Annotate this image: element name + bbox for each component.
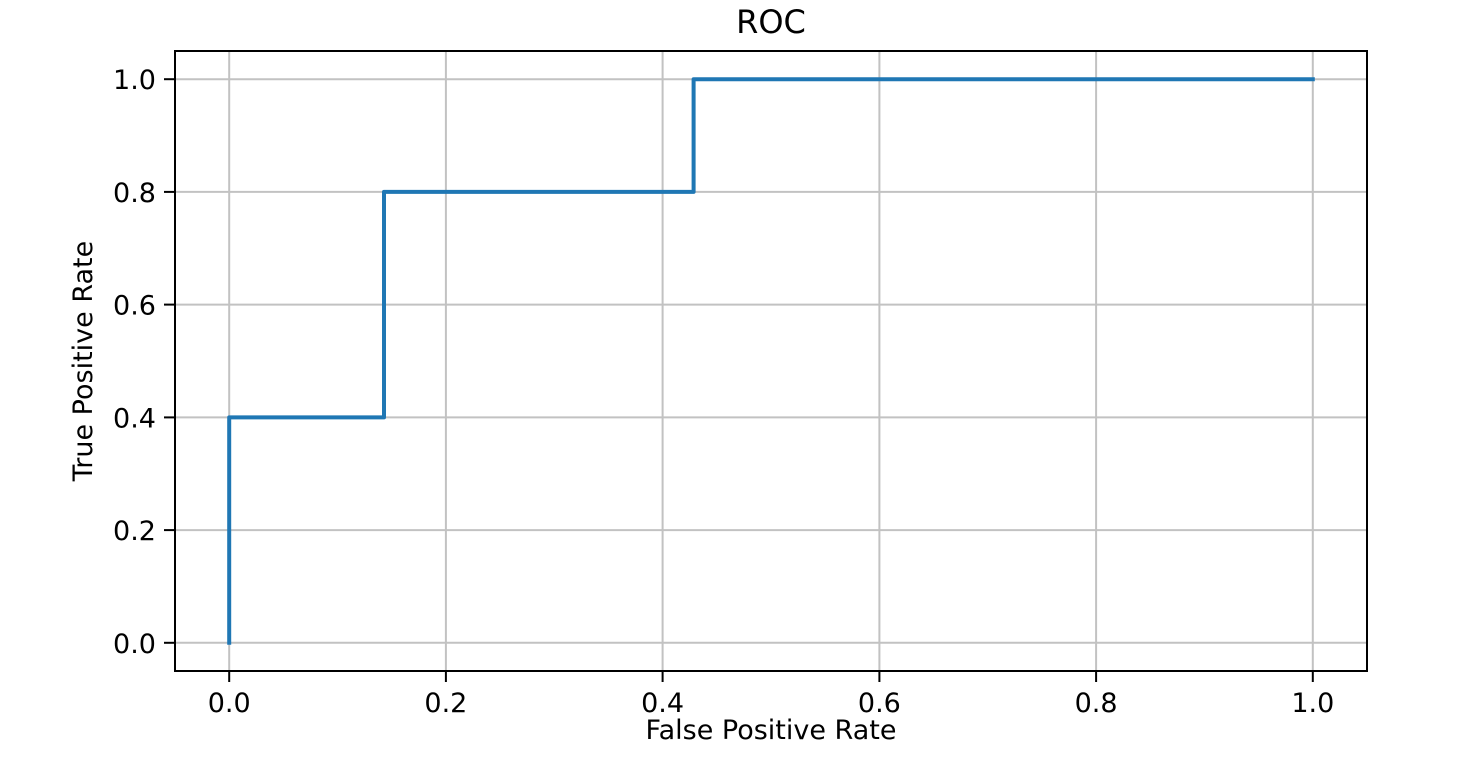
plot-frame [174, 50, 1368, 672]
y-tick-label: 0.6 [113, 291, 156, 322]
y-tick-label: 0.0 [113, 629, 156, 660]
y-tick-label: 0.8 [113, 178, 156, 209]
y-tick-label: 0.4 [113, 403, 156, 434]
x-tick-label: 0.2 [424, 688, 467, 719]
x-axis-label: False Positive Rate [645, 715, 897, 746]
x-tick-label: 0.4 [641, 688, 684, 719]
x-tick-label: 0.0 [208, 688, 251, 719]
x-tick-label: 0.6 [858, 688, 901, 719]
y-tick-label: 1.0 [113, 65, 156, 96]
x-tick-label: 0.8 [1075, 688, 1118, 719]
y-tick-label: 0.2 [113, 516, 156, 547]
roc-curve [227, 77, 1315, 645]
x-tick-label: 1.0 [1291, 688, 1334, 719]
chart-title: ROC [736, 3, 806, 41]
